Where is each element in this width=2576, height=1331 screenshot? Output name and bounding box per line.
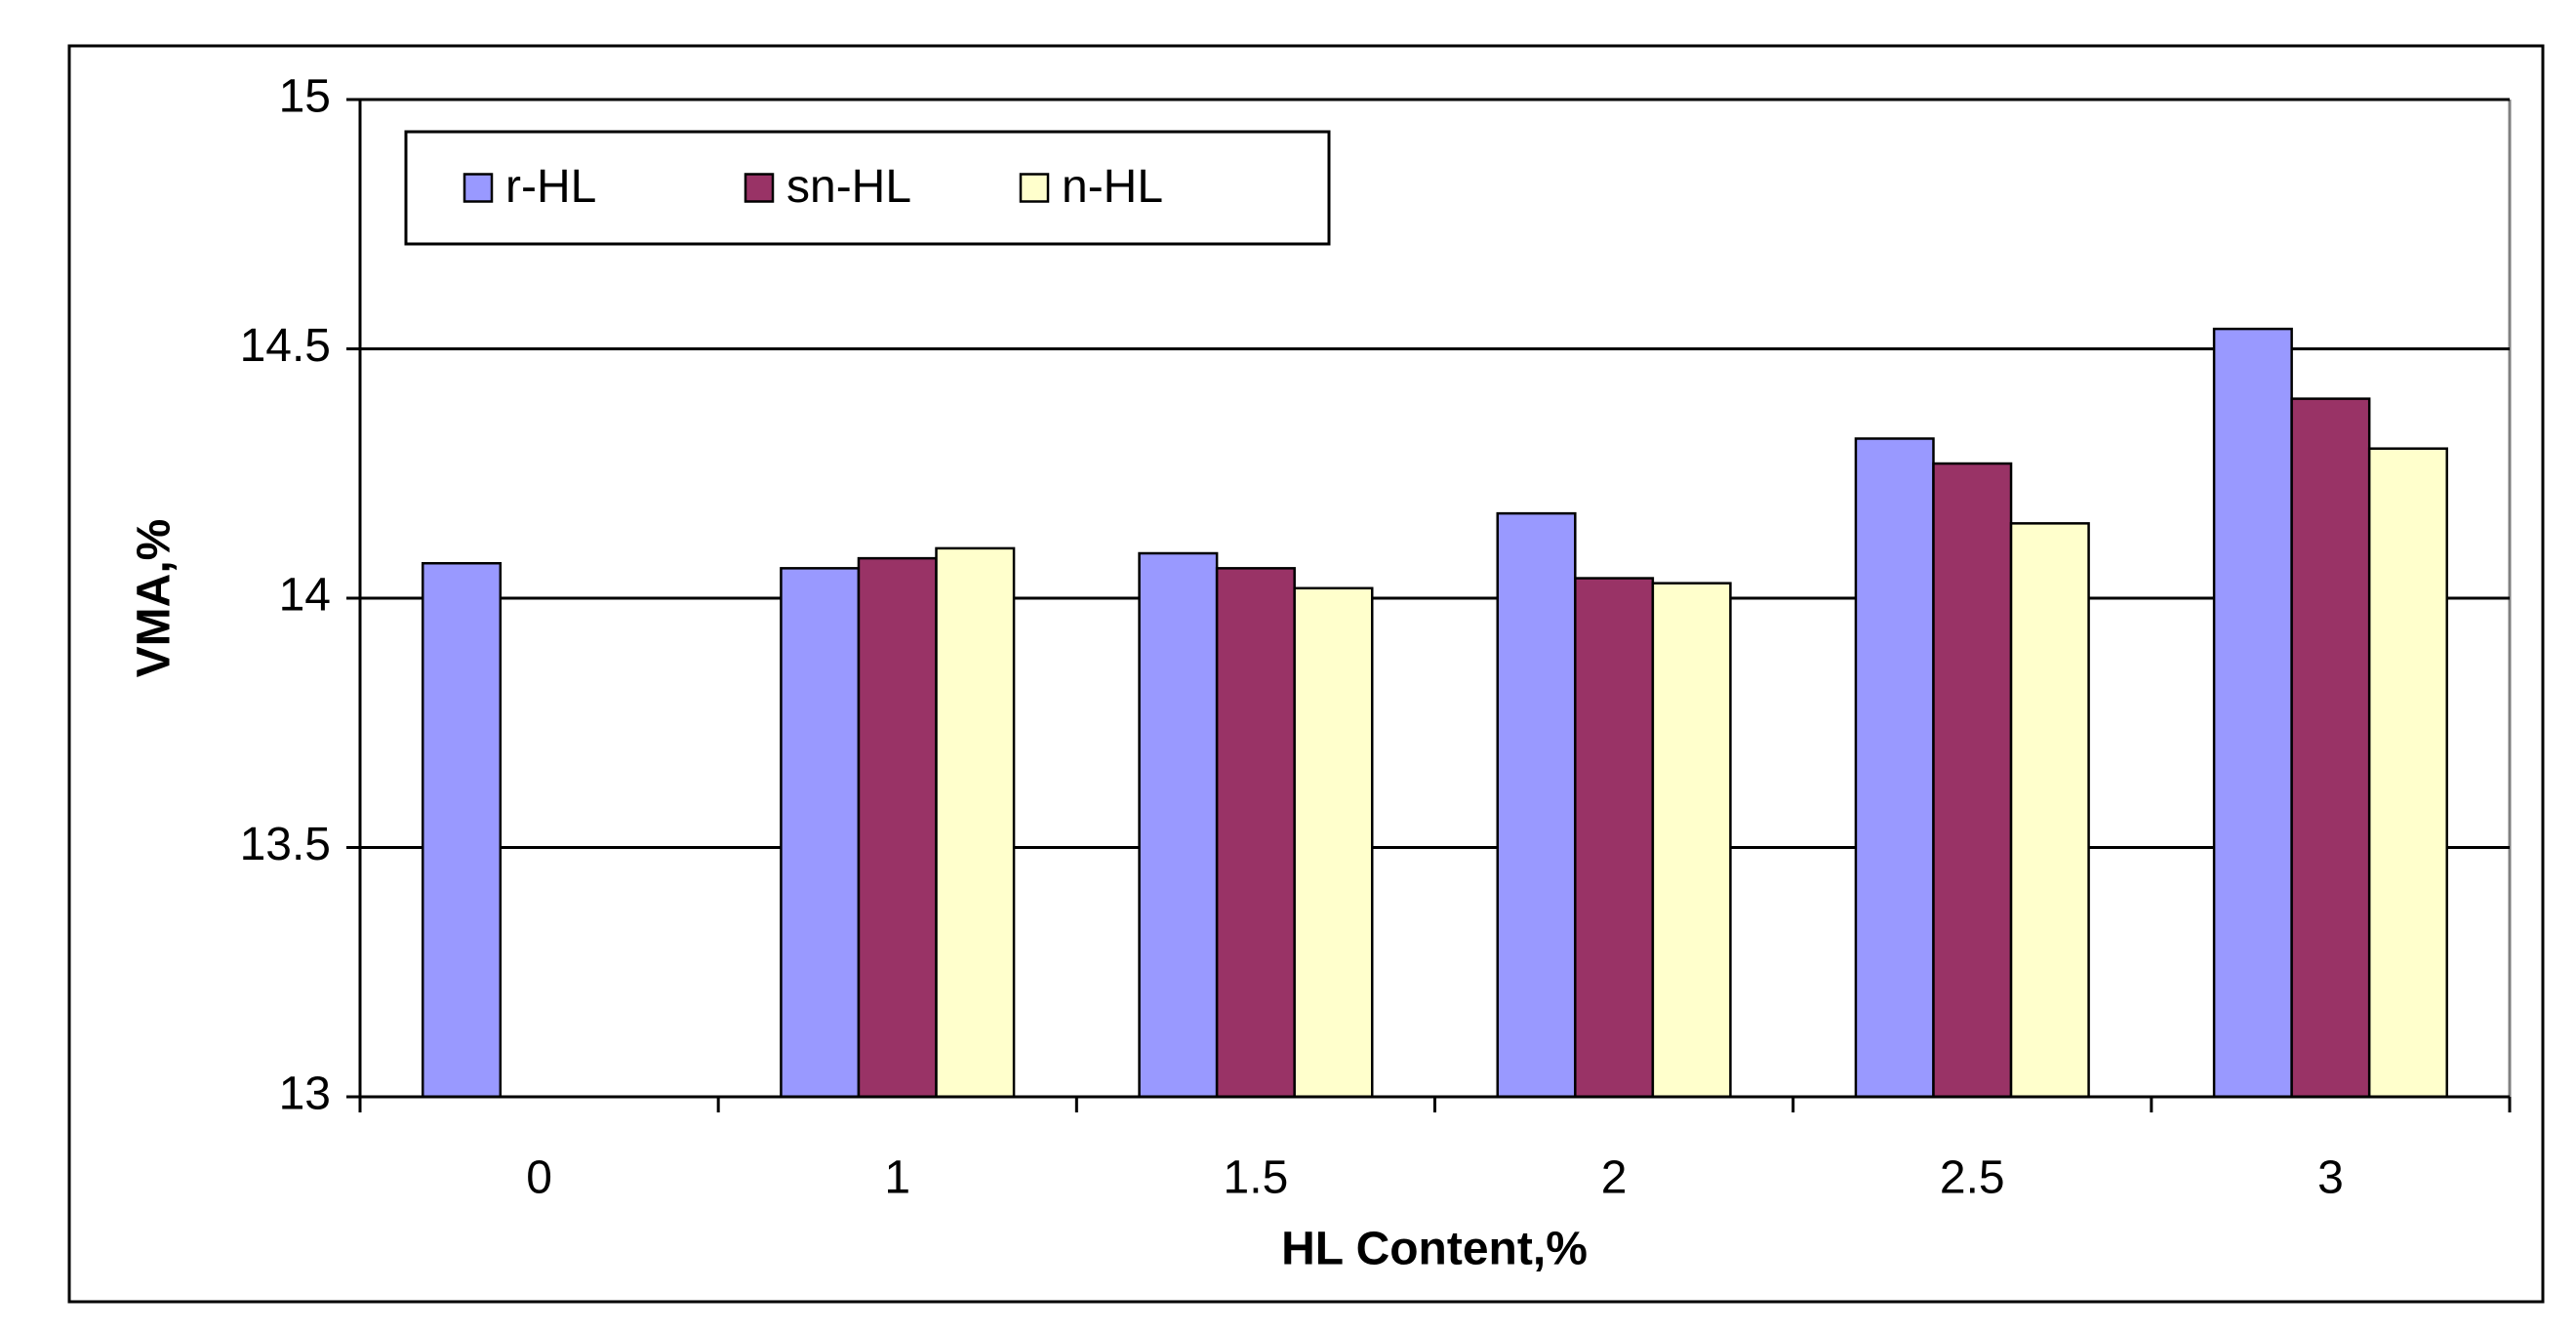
legend-label: r-HL [505,161,596,213]
bar [2290,397,2371,1099]
x-tick-label: 1.5 [1224,1152,1289,1204]
bar [2009,522,2090,1099]
y-tick-label: 14 [279,570,331,622]
bar [1854,437,1935,1099]
legend-box [404,130,1331,246]
bar [1496,511,1577,1099]
legend-swatch [744,173,775,203]
bar [1293,586,1374,1099]
bar [780,567,861,1099]
x-axis-title: HL Content,% [1281,1224,1588,1275]
bar [1932,462,2013,1099]
bar [2367,447,2448,1099]
y-tick-label: 13.5 [240,819,331,870]
y-tick-label: 13 [279,1069,331,1120]
legend-label: sn-HL [786,161,911,213]
x-tick-label: 0 [526,1152,552,1204]
bar [857,556,938,1099]
y-tick-label: 14.5 [240,320,331,372]
y-tick-label: 15 [279,71,331,123]
legend-label: n-HL [1062,161,1163,213]
bar [1215,567,1296,1099]
legend-swatch [1019,173,1050,203]
x-tick-label: 2 [1601,1152,1628,1204]
x-tick-label: 1 [884,1152,910,1204]
bar [2212,327,2293,1099]
y-axis-title: VMA,% [129,519,181,678]
bar [1574,577,1655,1099]
bar [935,546,1016,1099]
x-tick-label: 3 [2317,1152,2344,1204]
bar [422,561,503,1099]
bar [1138,551,1219,1099]
x-tick-label: 2.5 [1940,1152,2005,1204]
bar [1651,582,1732,1099]
legend-swatch [463,173,494,203]
